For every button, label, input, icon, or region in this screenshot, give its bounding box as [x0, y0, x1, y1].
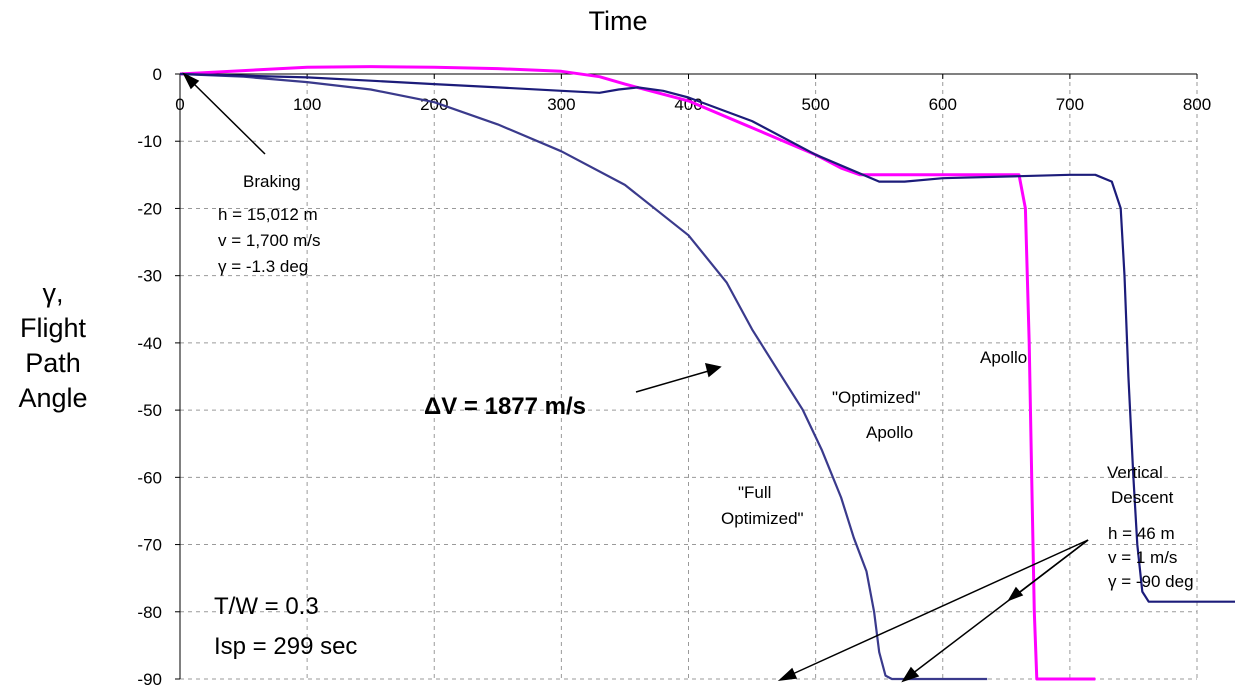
y-tick-label: -40	[137, 334, 162, 353]
vertical-descent-label-1: Vertical	[1107, 463, 1163, 482]
apollo-label: Apollo	[980, 348, 1027, 367]
vertical-descent-v: v = 1 m/s	[1108, 548, 1177, 567]
braking-g: γ = -1.3 deg	[218, 257, 308, 276]
y-tick-label: -10	[137, 132, 162, 151]
series-line-0	[179, 72, 988, 681]
dv-arrow	[635, 369, 713, 393]
braking-h: h = 15,012 m	[218, 205, 318, 224]
y-tick-label: 0	[153, 65, 162, 84]
optimized-apollo-label-1: "Optimized"	[832, 388, 921, 407]
x-tick-label: 800	[1183, 95, 1211, 114]
x-tick-labels: 0 100 200 300 400 500 600 700 800	[175, 95, 1211, 114]
vertical-descent-h: h = 46 m	[1108, 524, 1175, 543]
grid	[175, 73, 1198, 680]
dv-label: ΔV = 1877 m/s	[424, 393, 586, 420]
isp-label: Isp = 299 sec	[214, 633, 357, 660]
series-lines	[179, 65, 1235, 681]
vd-arrow-1	[785, 539, 1089, 678]
series-line-1	[179, 65, 1096, 681]
y-tick-labels: 0 -10 -20 -30 -40 -50 -60 -70 -80 -90	[137, 65, 162, 687]
y-label-line-4: Angle	[18, 383, 87, 413]
x-tick-label: 700	[1056, 95, 1084, 114]
vd-arrowhead-2	[901, 666, 920, 683]
y-label-line-2: Flight	[20, 313, 87, 343]
braking-title: Braking	[243, 172, 301, 191]
series-line-2	[179, 72, 1235, 603]
vd-arrowhead-3	[1007, 586, 1024, 602]
full-optimized-label-2: Optimized"	[721, 509, 804, 528]
y-label-line-1: γ,	[42, 278, 63, 308]
vertical-descent-label-2: Descent	[1111, 488, 1174, 507]
vd-arrowhead-1	[777, 667, 798, 682]
annotation-arrows	[182, 72, 1089, 683]
full-optimized-label-1: "Full	[738, 483, 771, 502]
x-tick-label: 300	[547, 95, 575, 114]
dv-arrowhead	[704, 363, 722, 378]
y-tick-label: -30	[137, 267, 162, 286]
y-tick-label: -90	[137, 670, 162, 687]
vd-arrow-3	[1014, 539, 1089, 597]
vertical-descent-g: γ = -90 deg	[1108, 572, 1194, 591]
y-tick-label: -60	[137, 468, 162, 487]
axes	[179, 73, 1197, 679]
x-tick-label: 600	[929, 95, 957, 114]
y-tick-label: -50	[137, 401, 162, 420]
optimized-apollo-label-2: Apollo	[866, 423, 913, 442]
x-tick-label: 500	[801, 95, 829, 114]
y-tick-label: -20	[137, 199, 162, 218]
annotations: Braking h = 15,012 m v = 1,700 m/s γ = -…	[214, 172, 1194, 660]
braking-arrow	[189, 79, 266, 155]
y-tick-label: -70	[137, 536, 162, 555]
x-tick-label: 100	[293, 95, 321, 114]
x-tick-label: 0	[175, 95, 184, 114]
braking-v: v = 1,700 m/s	[218, 231, 321, 250]
braking-arrowhead	[182, 72, 200, 90]
y-axis-label: γ, Flight Path Angle	[18, 278, 87, 413]
thrust-weight-label: T/W = 0.3	[214, 593, 319, 620]
y-tick-label: -80	[137, 603, 162, 622]
chart-title: Time	[589, 6, 648, 36]
y-label-line-3: Path	[25, 348, 81, 378]
